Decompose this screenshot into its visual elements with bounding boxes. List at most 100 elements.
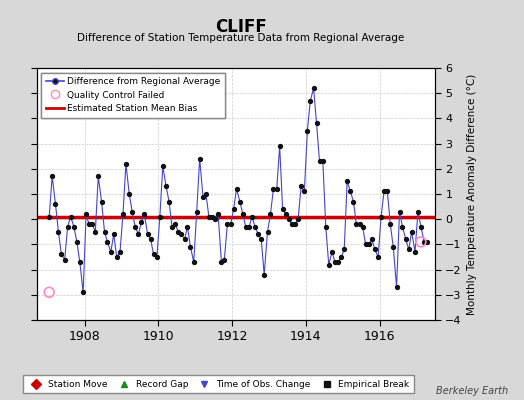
Point [57,251,66,258]
Point [146,236,155,242]
Point [392,284,401,290]
Point [91,228,100,235]
Point [276,143,284,149]
Legend: Difference from Regional Average, Quality Control Failed, Estimated Station Mean: Difference from Regional Average, Qualit… [41,72,225,118]
Point [331,259,339,265]
Point [401,236,410,242]
Point [180,236,189,242]
Point [217,259,226,265]
Point [309,85,318,91]
Point [79,289,88,296]
Point [220,256,228,263]
Point [67,214,75,220]
Point [405,246,413,253]
Point [183,224,192,230]
Point [140,211,148,217]
Point [190,259,198,265]
Point [386,221,395,228]
Point [192,208,201,215]
Point [177,231,185,238]
Point [94,173,103,180]
Point [159,163,167,170]
Point [272,186,281,192]
Point [312,120,321,127]
Point [211,216,220,222]
Point [294,216,302,222]
Point [349,198,357,205]
Point [248,214,256,220]
Point [48,173,57,180]
Point [297,183,305,190]
Text: Difference of Station Temperature Data from Regional Average: Difference of Station Temperature Data f… [78,33,405,43]
Point [144,231,152,238]
Point [254,231,263,238]
Point [60,256,69,263]
Point [106,249,115,255]
Point [315,158,324,164]
Point [365,241,373,248]
Point [264,228,272,235]
Point [103,239,112,245]
Point [420,239,429,245]
Point [174,228,182,235]
Point [113,254,121,260]
Point [75,259,84,265]
Point [205,214,213,220]
Point [368,236,376,242]
Point [165,198,173,205]
Point [362,241,370,248]
Point [389,244,397,250]
Point [242,224,250,230]
Point [269,186,278,192]
Point [343,178,352,184]
Point [300,188,309,195]
Point [355,221,364,228]
Point [245,224,253,230]
Point [236,198,244,205]
Point [195,156,204,162]
Point [125,191,134,197]
Point [306,98,314,104]
Point [303,128,312,134]
Point [398,224,407,230]
Point [122,160,130,167]
Point [414,208,422,215]
Point [70,224,78,230]
Point [383,188,391,195]
Point [202,191,210,197]
Point [128,208,136,215]
Point [238,211,247,217]
Point [334,259,342,265]
Point [54,228,63,235]
Text: Berkeley Earth: Berkeley Earth [436,386,508,396]
Point [288,221,296,228]
Point [45,214,53,220]
Point [162,183,170,190]
Point [319,158,327,164]
Point [226,221,235,228]
Point [408,228,416,235]
Point [232,186,241,192]
Point [156,214,164,220]
Point [230,206,238,212]
Point [51,201,60,207]
Point [45,289,53,296]
Point [208,214,216,220]
Point [63,224,72,230]
Point [85,221,93,228]
Point [417,224,425,230]
Point [285,216,293,222]
Point [266,211,275,217]
Point [278,206,287,212]
Point [88,221,96,228]
Point [149,251,158,258]
Point [352,221,361,228]
Point [251,224,259,230]
Legend: Station Move, Record Gap, Time of Obs. Change, Empirical Break: Station Move, Record Gap, Time of Obs. C… [23,376,414,394]
Point [137,218,146,225]
Point [152,254,161,260]
Point [199,193,207,200]
Point [340,246,348,253]
Point [337,254,345,260]
Point [411,249,419,255]
